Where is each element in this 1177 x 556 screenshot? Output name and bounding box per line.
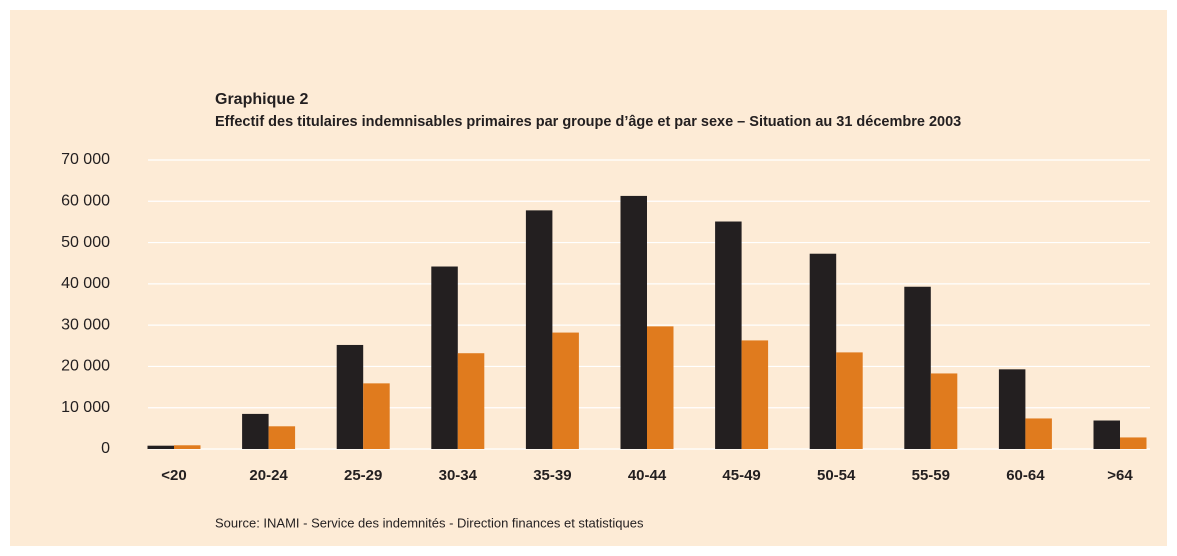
bar — [998, 369, 1026, 449]
source-note: Source: INAMI - Service des indemnités -… — [215, 515, 644, 530]
bar — [147, 445, 174, 449]
bar — [647, 326, 674, 449]
background — [10, 10, 1167, 546]
bar — [930, 373, 958, 449]
y-tick-label: 70 000 — [61, 151, 110, 168]
x-tick-label: 25-29 — [344, 467, 382, 484]
x-tick-label: 45-49 — [722, 467, 760, 484]
y-tick-label: 0 — [101, 440, 110, 457]
bar — [620, 195, 647, 449]
bar — [741, 340, 769, 449]
x-tick-label: 60-64 — [1006, 467, 1045, 484]
bar — [242, 413, 269, 449]
bar — [1120, 437, 1147, 449]
chart-title: Graphique 2 — [215, 91, 308, 108]
bar — [1093, 420, 1120, 449]
bar — [174, 445, 201, 449]
bar — [836, 352, 863, 449]
bar — [431, 266, 458, 449]
y-tick-label: 30 000 — [61, 316, 110, 333]
bar — [715, 221, 742, 449]
bar — [904, 286, 931, 449]
y-tick-label: 60 000 — [61, 193, 110, 210]
x-tick-label: 35-39 — [533, 467, 571, 484]
x-tick-label: 55-59 — [912, 467, 950, 484]
y-tick-label: 10 000 — [61, 399, 110, 416]
bar — [552, 332, 579, 449]
bar — [268, 426, 296, 449]
bar — [525, 210, 553, 449]
bar — [809, 253, 837, 449]
x-tick-label: 40-44 — [628, 467, 667, 484]
y-tick-label: 20 000 — [61, 358, 110, 375]
bar — [363, 383, 390, 449]
x-tick-label: 50-54 — [817, 467, 856, 484]
bar — [457, 353, 485, 449]
bar — [1025, 418, 1052, 449]
y-tick-label: 50 000 — [61, 234, 110, 251]
y-tick-label: 40 000 — [61, 275, 110, 292]
x-tick-label: 30-34 — [439, 467, 478, 484]
x-tick-label: <20 — [161, 467, 186, 484]
x-tick-label: 20-24 — [249, 467, 288, 484]
x-tick-label: >64 — [1107, 467, 1133, 484]
bar — [336, 344, 364, 449]
chart-subtitle: Effectif des titulaires indemnisables pr… — [215, 114, 961, 130]
